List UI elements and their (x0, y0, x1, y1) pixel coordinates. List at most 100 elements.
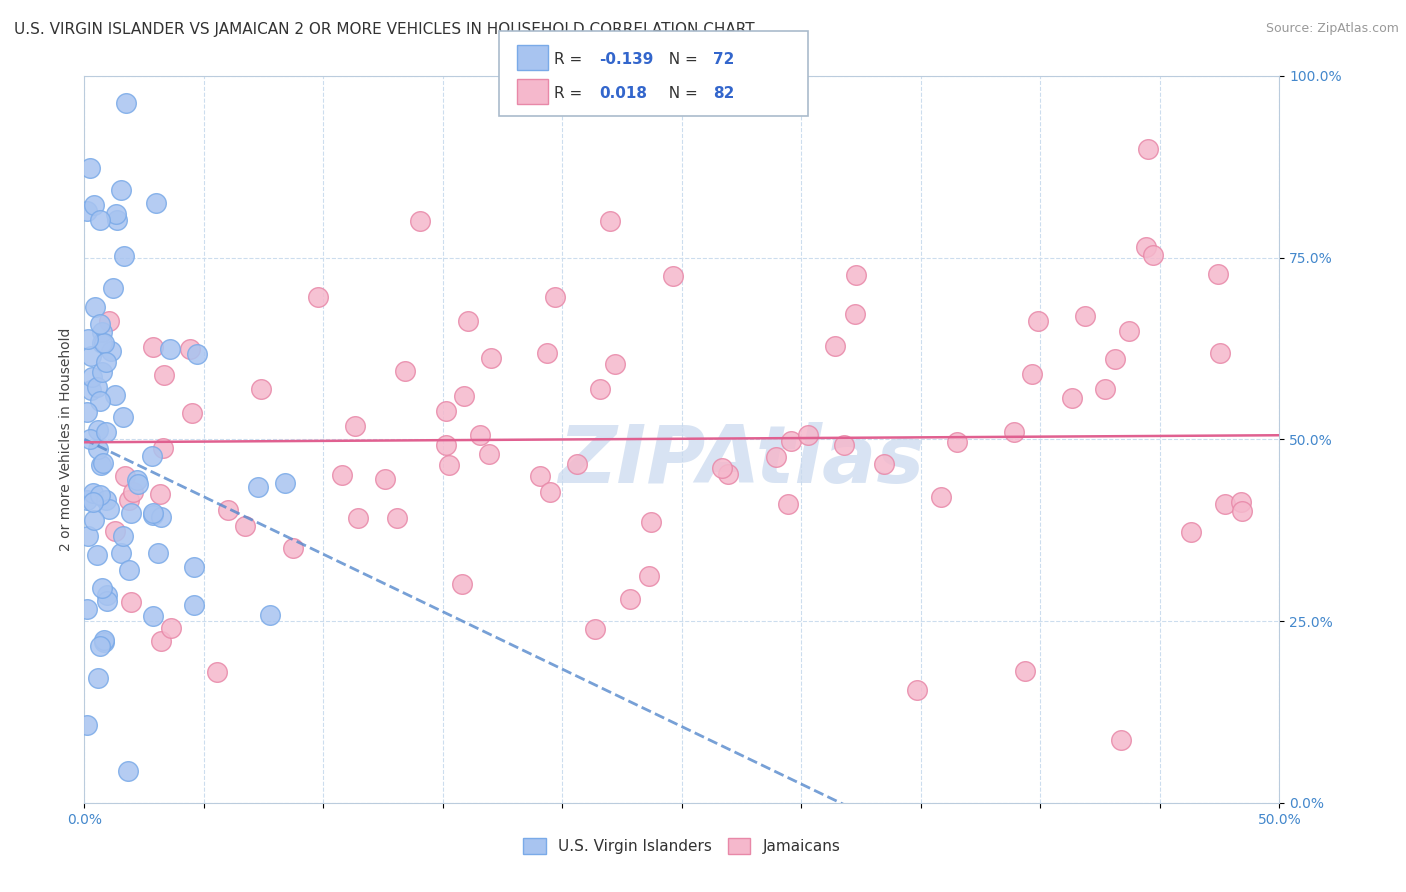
Point (105, 207, 128, 221)
Point (479, 351, 502, 366)
Point (76, 203, 98, 218)
Point (110, 545, 132, 559)
Point (1213, 497, 1236, 511)
Point (110, 183, 132, 197)
Point (84, 300, 107, 314)
Point (87, 423, 110, 437)
Point (145, 196, 167, 211)
Point (89, 213, 111, 227)
Text: ZIPAtlas: ZIPAtlas (558, 422, 925, 500)
Point (283, 541, 305, 555)
Point (307, 290, 329, 304)
Point (77, 529, 100, 543)
Point (96, 425, 118, 439)
Text: -0.139: -0.139 (599, 52, 654, 67)
Point (1002, 425, 1025, 439)
Point (104, 524, 127, 538)
Point (565, 457, 588, 471)
Point (603, 357, 626, 371)
Point (89, 394, 111, 409)
Point (408, 214, 430, 228)
Point (96, 594, 118, 608)
Point (233, 519, 256, 533)
Point (538, 485, 561, 500)
Point (160, 621, 183, 635)
Point (80, 370, 103, 384)
Point (150, 509, 173, 524)
Point (90, 458, 112, 473)
Point (80, 349, 103, 363)
Text: N =: N = (659, 86, 703, 101)
Point (148, 546, 170, 560)
Point (142, 340, 165, 354)
Point (142, 506, 165, 520)
Point (79, 161, 101, 175)
Point (1118, 325, 1140, 339)
Point (589, 382, 612, 396)
Point (183, 560, 205, 574)
Point (86, 671, 108, 685)
Point (1230, 503, 1253, 517)
Point (451, 577, 474, 591)
Point (89, 317, 111, 331)
Point (83, 198, 105, 212)
Point (76, 718, 98, 732)
Point (1109, 732, 1132, 747)
Point (112, 529, 135, 543)
Point (529, 468, 551, 483)
Point (112, 249, 135, 263)
Point (117, 764, 139, 778)
Point (478, 447, 501, 461)
Text: 82: 82 (713, 86, 734, 101)
Point (717, 467, 740, 482)
Text: U.S. VIRGIN ISLANDER VS JAMAICAN 2 OR MORE VEHICLES IN HOUSEHOLD CORRELATION CHA: U.S. VIRGIN ISLANDER VS JAMAICAN 2 OR MO… (14, 22, 755, 37)
Point (1021, 367, 1043, 381)
Point (1104, 352, 1126, 367)
Point (437, 458, 460, 472)
Point (97, 501, 120, 516)
Point (91, 365, 114, 379)
Point (141, 449, 163, 463)
Point (111, 410, 134, 425)
Point (394, 364, 416, 378)
Point (93, 633, 115, 648)
Point (250, 382, 273, 396)
Point (343, 419, 366, 434)
Point (905, 682, 928, 697)
Point (186, 346, 208, 360)
Point (94, 355, 117, 369)
Point (93, 635, 115, 649)
Point (1028, 314, 1050, 328)
Point (120, 506, 142, 520)
Point (103, 281, 125, 295)
Point (1094, 382, 1116, 396)
Point (273, 475, 295, 490)
Point (82, 495, 104, 509)
Point (640, 515, 662, 529)
Point (153, 368, 176, 382)
Point (544, 290, 567, 304)
Point (86, 380, 108, 394)
Point (76, 601, 98, 615)
Point (1209, 346, 1232, 360)
Point (246, 480, 269, 494)
Point (152, 441, 174, 455)
Point (872, 457, 894, 471)
Point (387, 511, 409, 525)
Point (1142, 248, 1164, 262)
Point (149, 634, 172, 648)
Point (142, 609, 165, 624)
Point (149, 487, 172, 501)
Point (710, 461, 733, 475)
Point (536, 346, 558, 360)
Point (638, 568, 661, 582)
Point (468, 428, 491, 442)
Point (945, 435, 967, 450)
Point (89, 639, 111, 653)
Point (217, 502, 239, 516)
Point (374, 472, 396, 486)
Text: 72: 72 (713, 52, 734, 67)
Point (583, 623, 606, 637)
Point (845, 268, 868, 283)
Point (1137, 141, 1160, 155)
